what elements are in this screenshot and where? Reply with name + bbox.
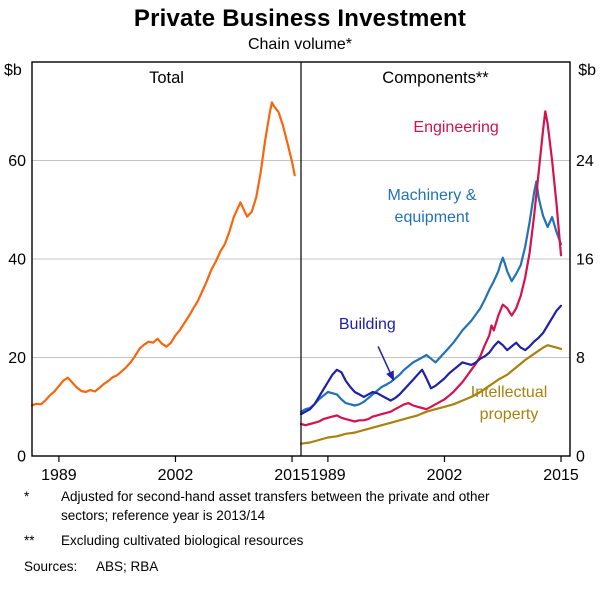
label-arrow <box>377 346 395 382</box>
series-label: Intellectual <box>471 384 548 401</box>
chart-figure: Private Business Investment Chain volume… <box>0 5 600 577</box>
sources-text: ABS; RBA <box>96 558 159 574</box>
footnotes: * Adjusted for second-hand asset transfe… <box>0 484 600 577</box>
y-tick-label: 0 <box>17 449 26 466</box>
panel-title: Components** <box>382 69 489 87</box>
footnote-1: * Adjusted for second-hand asset transfe… <box>24 488 582 525</box>
panel-title: Total <box>149 69 184 87</box>
series-line-engineering <box>299 110 563 427</box>
y-tick-label: 20 <box>8 350 26 367</box>
y-tick-label: 0 <box>576 449 585 466</box>
footnote-2-marker: ** <box>24 533 35 549</box>
y-tick-label: 16 <box>576 252 594 269</box>
series-line-total <box>30 101 296 407</box>
footnote-1-marker: * <box>24 489 30 504</box>
footnote-2-text: Excluding cultivated biological resource… <box>61 533 304 549</box>
x-tick-label: 1989 <box>41 467 77 484</box>
x-tick-label: 2015 <box>274 467 310 484</box>
x-tick-label: 1989 <box>310 467 346 484</box>
footnote-2: ** Excluding cultivated biological resou… <box>24 532 582 551</box>
series-label: property <box>480 406 539 423</box>
series-label: Engineering <box>413 119 498 136</box>
y-tick-label: 60 <box>8 153 26 170</box>
series-label: Machinery & <box>387 187 476 204</box>
x-tick-label: 2015 <box>543 467 579 484</box>
y-tick-label: 24 <box>576 153 594 170</box>
x-tick-label: 2002 <box>158 467 194 484</box>
sources-label: Sources: <box>24 558 78 574</box>
unit-label-left: $b <box>4 62 22 79</box>
series-line-machinery-equipment <box>299 180 563 413</box>
series-label: equipment <box>395 209 470 226</box>
unit-label-right: $b <box>578 62 596 79</box>
sources-line: Sources: ABS; RBA <box>24 558 582 577</box>
series-label: Building <box>339 316 396 333</box>
footnote-1-text: Adjusted for second-hand asset transfers… <box>61 489 490 523</box>
series-line-intellectual-property <box>299 344 563 445</box>
y-tick-label: 8 <box>576 350 585 367</box>
series-line-building <box>299 304 563 416</box>
x-tick-label: 2002 <box>427 467 463 484</box>
page-subtitle: Chain volume* <box>247 36 353 53</box>
y-tick-label: 40 <box>8 252 26 269</box>
page-title: Private Business Investment <box>133 5 467 32</box>
